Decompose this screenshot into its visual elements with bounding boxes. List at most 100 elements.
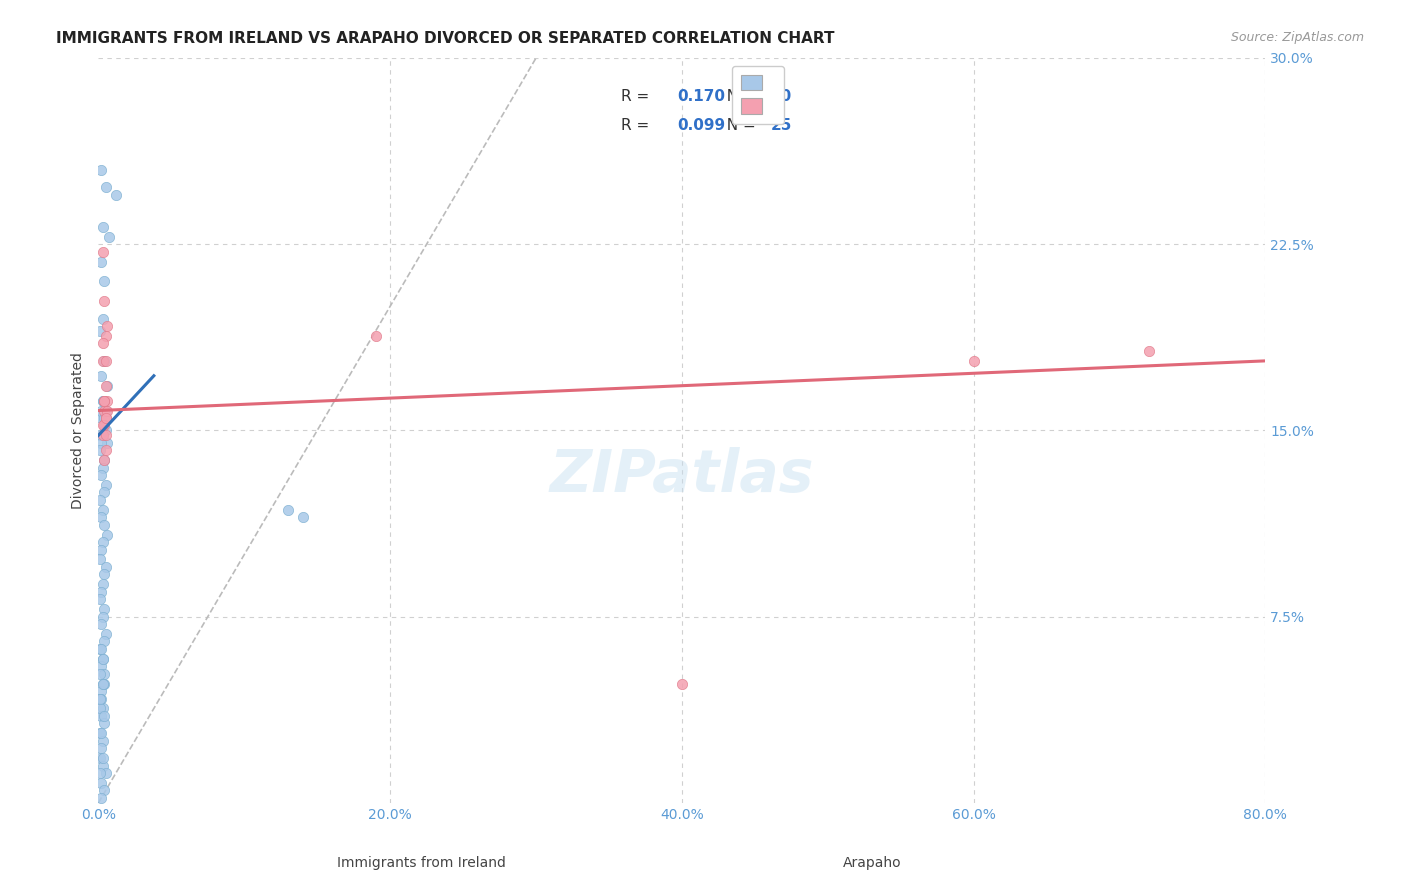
Point [93,453,115,467]
Point [91,219,114,234]
Text: 80: 80 [770,89,792,104]
Point [89,751,111,765]
Point [91,428,114,442]
Point [96,403,118,417]
Point [89,592,111,607]
Point [90,790,112,805]
Point [94,478,117,492]
Point [291,510,314,524]
Point [90,162,112,177]
Point [94,411,117,425]
Point [91,577,114,591]
Point [94,411,117,425]
Point [89,691,111,706]
Point [96,378,118,392]
Point [94,443,117,458]
Point [104,187,127,202]
Point [93,676,115,690]
Point [90,641,112,656]
Point [93,354,115,368]
Point [91,652,114,666]
Point [89,443,111,458]
Text: R =: R = [621,89,654,104]
Point [364,329,387,343]
Point [94,180,117,194]
Text: IMMIGRANTS FROM IRELAND VS ARAPAHO DIVORCED OR SEPARATED CORRELATION CHART: IMMIGRANTS FROM IRELAND VS ARAPAHO DIVOR… [56,31,835,46]
Point [94,428,117,442]
Text: Immigrants from Ireland: Immigrants from Ireland [337,855,506,870]
Point [90,411,112,425]
Point [90,776,112,790]
Point [94,329,117,343]
Y-axis label: Divorced or Separated: Divorced or Separated [72,352,86,508]
Point [90,741,112,756]
Text: 0.099: 0.099 [678,118,725,133]
Point [93,411,115,425]
Point [93,418,115,433]
Point [90,468,112,483]
Point [962,354,984,368]
Point [94,560,117,574]
Text: Source: ZipAtlas.com: Source: ZipAtlas.com [1230,31,1364,45]
Point [91,418,114,433]
Point [94,627,117,641]
Point [91,503,114,517]
Point [94,424,117,438]
Point [90,617,112,632]
Point [93,716,115,731]
Point [91,701,114,715]
Point [93,666,115,681]
Point [90,254,112,268]
Point [94,766,117,780]
Text: N =: N = [717,118,761,133]
Point [89,552,111,566]
Point [90,435,112,450]
Point [93,517,115,532]
Point [93,275,115,289]
Point [91,652,114,666]
Point [90,691,112,706]
Point [96,435,118,450]
Point [90,726,112,740]
Point [91,676,114,690]
Point [93,602,115,616]
Point [91,609,114,624]
Point [93,393,115,408]
Point [97,229,120,244]
Point [90,684,112,698]
Point [89,324,111,338]
Point [1137,343,1160,358]
Point [91,393,114,408]
Point [91,311,114,326]
Point [94,354,117,368]
Text: 0.170: 0.170 [678,89,725,104]
Point [96,527,118,541]
Point [89,766,111,780]
Point [96,393,118,408]
Point [89,428,111,442]
Point [89,492,111,507]
Point [90,709,112,723]
Point [93,294,115,309]
Point [91,428,114,442]
Point [90,510,112,524]
Text: Arapaho: Arapaho [842,855,901,870]
Point [90,584,112,599]
Point [90,542,112,557]
Point [91,460,114,475]
Point [91,393,114,408]
Point [89,666,111,681]
Point [93,783,115,797]
Point [90,659,112,673]
Point [671,676,693,690]
Point [93,403,115,417]
Point [93,418,115,433]
Text: R =: R = [621,118,654,133]
Point [94,378,117,392]
Point [91,354,114,368]
Point [89,726,111,740]
Point [91,244,114,259]
Point [93,393,115,408]
Point [91,733,114,747]
Point [94,403,117,417]
